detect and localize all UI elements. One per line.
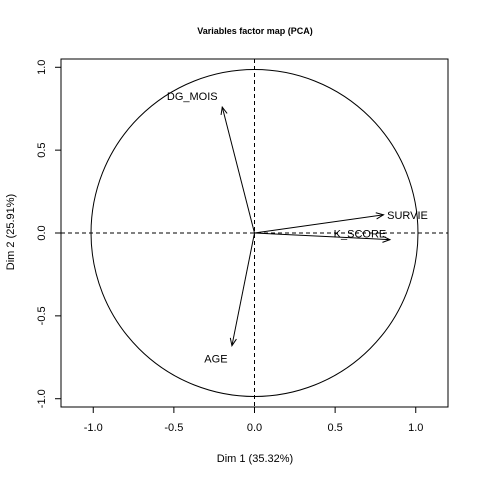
y-tick-label: -1.0 xyxy=(36,389,48,408)
arrowhead xyxy=(229,337,237,347)
arrowhead xyxy=(382,235,392,243)
variable-label: AGE xyxy=(204,354,227,366)
x-tick-label: 0.0 xyxy=(247,422,262,434)
arrow-dg-mois xyxy=(221,106,255,234)
x-tick-label: -0.5 xyxy=(164,422,183,434)
arrowhead xyxy=(220,105,228,116)
variable-label: SURVIE xyxy=(387,210,428,222)
y-tick-label: 0.5 xyxy=(36,142,48,157)
y-axis-label: Dim 2 (25.91%) xyxy=(5,194,17,270)
x-axis-label: Dim 1 (35.32%) xyxy=(217,453,293,465)
axis-ticks: -1.0 -0.5 0.0 0.5 1.0 -1.0 -0.5 0.0 0.5 1.0 xyxy=(36,60,423,434)
arrowhead xyxy=(375,212,385,220)
arrow-survie xyxy=(254,214,384,234)
x-tick-label: 0.5 xyxy=(327,422,342,434)
x-tick-label: 1.0 xyxy=(408,422,423,434)
y-tick-label: 1.0 xyxy=(36,60,48,75)
variable-label: DG_MOIS xyxy=(167,91,218,103)
y-tick-label: -0.5 xyxy=(36,306,48,325)
x-tick-label: -1.0 xyxy=(84,422,103,434)
arrow-age xyxy=(231,232,255,346)
variable-label: K_SCORE xyxy=(334,229,387,241)
y-tick-label: 0.0 xyxy=(36,225,48,240)
chart-title: Variables factor map (PCA) xyxy=(197,26,313,36)
arrow-k-score xyxy=(254,232,390,241)
